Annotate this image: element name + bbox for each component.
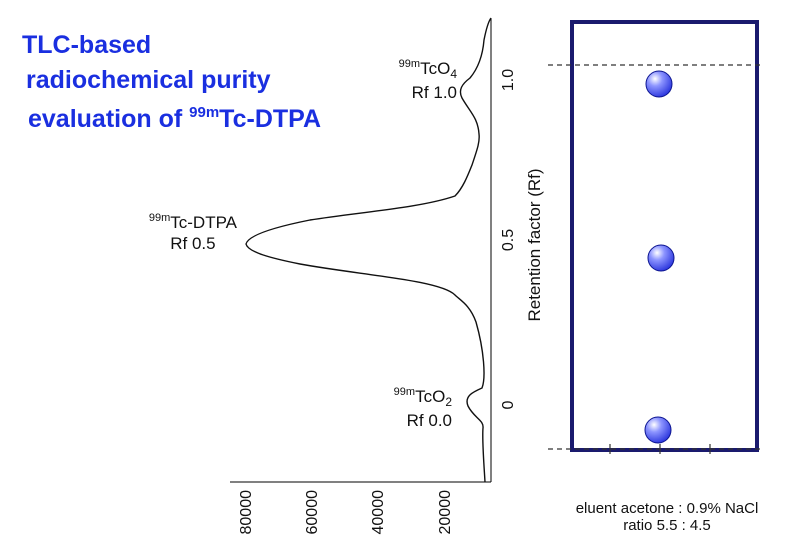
spot-tco2: [644, 416, 672, 444]
y-tick-0-5: 0.5: [500, 229, 517, 251]
y-axis-title: Retention factor (Rf): [525, 168, 544, 321]
y-tick-1-0: 1.0: [500, 69, 517, 91]
spot-tco4: [645, 70, 673, 98]
title-line-3: evaluation of 99mTc-DTPA: [28, 104, 322, 133]
peak-label-tco4: 99mTcO4 Rf 1.0: [398, 58, 457, 102]
x-tick-60000: 60000: [304, 490, 321, 535]
y-tick-0: 0: [500, 400, 517, 409]
title-line-2: radiochemical purity: [26, 66, 271, 94]
spot-tc-dtpa: [647, 244, 675, 272]
x-tick-80000: 80000: [238, 490, 255, 535]
peak-label-tco2: 99mTcO2 Rf 0.0: [393, 386, 452, 430]
tlc-plate: [570, 20, 759, 452]
x-tick-20000: 20000: [437, 490, 454, 535]
x-tick-40000: 40000: [370, 490, 387, 535]
peak-label-tc-dtpa: 99mTc-DTPA Rf 0.5: [148, 212, 237, 254]
chromatogram-trace: [245, 17, 492, 483]
title-line-1: TLC-based: [22, 31, 152, 59]
eluent-caption: eluent acetone : 0.9% NaCl ratio 5.5 : 4…: [575, 500, 759, 534]
